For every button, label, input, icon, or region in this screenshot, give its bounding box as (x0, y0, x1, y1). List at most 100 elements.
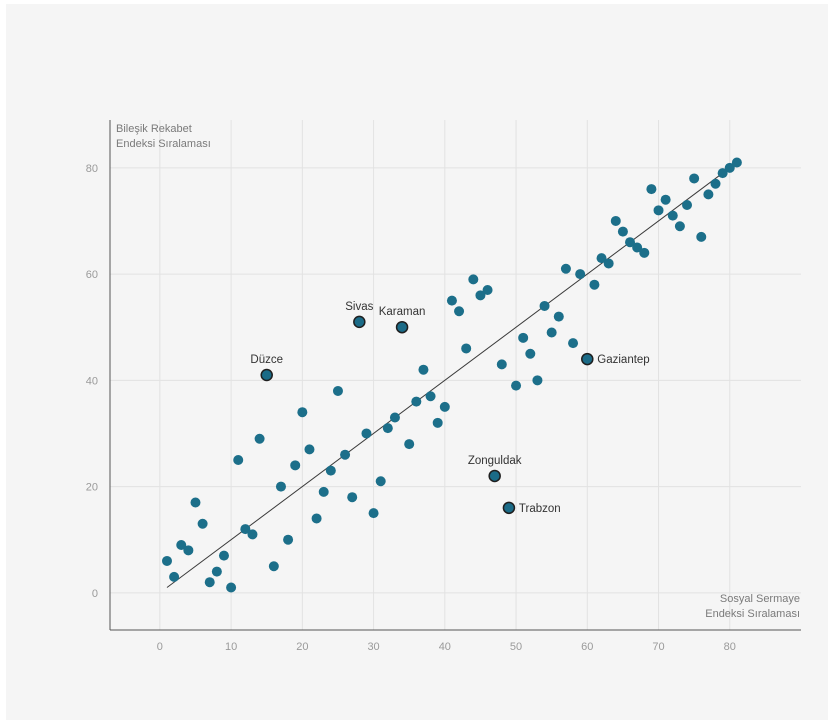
highlighted-points: Düzce Sivas Karaman Gaziantep Zonguldak Trabz… (250, 301, 649, 515)
data-point (468, 274, 479, 285)
data-point (197, 518, 208, 529)
data-point (404, 439, 415, 450)
data-point (204, 577, 215, 588)
data-point (161, 555, 172, 566)
data-point (532, 375, 543, 386)
data-point (169, 571, 180, 582)
highlighted-point-group: Sivas (345, 301, 374, 329)
data-point (539, 300, 550, 311)
data-point (617, 226, 628, 237)
data-point (511, 380, 522, 391)
data-point (340, 449, 351, 460)
highlighted-point (353, 315, 366, 329)
data-point (560, 263, 571, 274)
highlighted-point (395, 320, 409, 334)
data-point (568, 338, 579, 349)
data-point (461, 343, 472, 354)
highlighted-point-group: Zonguldak (468, 455, 522, 483)
x-axis-title-line2: Endeksi Sıralaması (705, 608, 800, 620)
data-point (418, 364, 429, 375)
highlighted-point-group: Trabzon (502, 501, 561, 515)
data-point (218, 550, 229, 561)
data-point (325, 465, 336, 476)
point-label: Trabzon (519, 503, 561, 515)
data-point (710, 178, 721, 189)
data-point (717, 168, 728, 179)
data-point (482, 285, 493, 295)
y-tick-label: 40 (86, 375, 98, 387)
y-tick-label: 20 (86, 482, 98, 494)
x-tick-labels: 0 10 20 30 40 50 60 70 80 (157, 641, 736, 653)
data-point (382, 423, 393, 434)
data-point (275, 481, 286, 492)
y-tick-labels: 0 20 40 60 80 (86, 163, 98, 600)
y-axis-title-line1: Bileşik Rekabet (116, 123, 192, 135)
data-point (297, 407, 308, 418)
data-point (268, 561, 279, 572)
data-point (211, 566, 222, 577)
data-point (603, 258, 614, 269)
data-point (660, 194, 671, 205)
data-point (432, 417, 443, 428)
y-axis-title-line2: Endeksi Sıralaması (116, 138, 211, 150)
y-tick-label: 80 (86, 163, 98, 175)
point-label: Sivas (345, 301, 373, 313)
data-point (731, 157, 742, 168)
data-point (689, 173, 700, 184)
highlighted-point-group: Karaman (379, 306, 426, 334)
point-label: Karaman (379, 306, 426, 318)
x-axis-title-line1: Sosyal Sermaye (720, 593, 800, 605)
data-point (233, 455, 244, 465)
chart-panel: 0 20 40 60 80 0 10 20 30 40 50 60 70 80 Bileşik Reka… (6, 4, 828, 720)
data-point (176, 540, 187, 550)
y-tick-label: 0 (92, 588, 98, 600)
data-point (247, 529, 258, 540)
y-tick-label: 60 (86, 269, 98, 281)
data-point (454, 306, 465, 317)
data-point (240, 524, 251, 535)
data-point (475, 290, 486, 301)
point-label: Gaziantep (597, 354, 649, 366)
data-point (311, 513, 322, 524)
data-point (518, 332, 529, 343)
scatter-chart: 0 20 40 60 80 0 10 20 30 40 50 60 70 80 Bileşik Reka… (86, 120, 801, 653)
x-tick-label: 50 (510, 641, 522, 653)
point-label: Zonguldak (468, 455, 522, 467)
data-point (703, 189, 714, 200)
data-point (674, 221, 685, 232)
data-point (446, 295, 457, 306)
data-point (347, 492, 358, 503)
data-point (625, 237, 636, 248)
data-point (589, 279, 600, 290)
data-point (632, 242, 643, 253)
x-tick-label: 70 (652, 641, 664, 653)
data-point (724, 162, 735, 173)
data-point (389, 412, 400, 423)
data-point (304, 444, 315, 455)
data-point (667, 210, 678, 221)
data-point (226, 582, 237, 593)
highlighted-point (488, 469, 501, 483)
highlighted-point (260, 368, 273, 382)
data-point (439, 401, 450, 412)
data-point (332, 385, 343, 396)
trend-line (166, 167, 731, 588)
x-tick-label: 20 (296, 641, 308, 653)
x-tick-label: 0 (157, 641, 163, 653)
data-point (183, 545, 194, 556)
highlighted-point-group: Düzce (250, 354, 283, 382)
data-point (553, 311, 564, 322)
data-point (190, 497, 201, 508)
x-tick-label: 80 (724, 641, 736, 653)
gridlines (110, 120, 801, 630)
data-point (646, 184, 657, 195)
data-point (283, 534, 294, 545)
data-point (575, 269, 586, 280)
axes (109, 120, 801, 631)
data-points (161, 157, 742, 593)
data-point (254, 433, 265, 444)
highlighted-point-group: Gaziantep (581, 352, 650, 366)
data-point (361, 428, 372, 439)
x-tick-label: 60 (581, 641, 593, 653)
data-point (368, 508, 379, 519)
